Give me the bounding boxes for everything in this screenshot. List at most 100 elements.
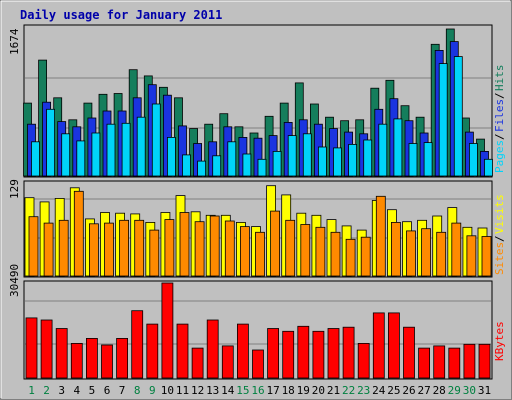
bar-sites-23	[360, 236, 371, 277]
x-tick-label-20: 20	[312, 384, 325, 397]
bar-sites-20	[315, 226, 326, 277]
bar-sites-10	[164, 219, 175, 277]
legend-files: Files	[493, 99, 506, 132]
bar-kbytes-21	[327, 328, 340, 379]
bar-kbytes-20	[312, 330, 325, 379]
chart-panels: 1674 129 30490	[8, 24, 493, 380]
bar-kbytes-26	[403, 326, 415, 379]
bar-sites-31	[481, 236, 492, 277]
x-tick-label-10: 10	[161, 384, 174, 397]
bar-sites-9	[149, 229, 160, 277]
bar-pages-30	[468, 143, 478, 177]
bar-kbytes-28	[433, 345, 446, 379]
x-tick-label-7: 7	[119, 384, 126, 397]
bar-pages-15	[242, 153, 252, 177]
x-tick-label-8: 8	[134, 384, 141, 397]
bar-kbytes-1	[25, 317, 38, 379]
bar-pages-18	[287, 135, 297, 177]
bar-pages-1	[31, 141, 40, 177]
bar-pages-27	[423, 142, 433, 177]
bar-sites-27	[421, 228, 432, 277]
bar-kbytes-22	[342, 326, 355, 379]
bar-kbytes-18	[282, 330, 295, 379]
x-tick-label-12: 12	[191, 384, 204, 397]
bar-kbytes-29	[448, 347, 461, 379]
panel-kb: 30490	[8, 264, 493, 380]
x-tick-label-31: 31	[478, 384, 491, 397]
legend-separator: /	[493, 133, 506, 140]
x-tick-label-1: 1	[28, 384, 35, 397]
legend-visits: Visits	[493, 194, 506, 234]
bar-kbytes-12	[191, 347, 204, 379]
bar-pages-8	[136, 116, 146, 177]
bar-kbytes-10	[161, 282, 174, 379]
bar-pages-3	[61, 133, 71, 177]
bar-sites-7	[119, 219, 129, 277]
panel-sv: 129	[8, 179, 493, 278]
bar-sites-18	[285, 219, 296, 277]
bar-pages-24	[378, 123, 388, 177]
x-tick-label-13: 13	[206, 384, 219, 397]
bar-kbytes-31	[478, 343, 491, 379]
bar-pages-2	[46, 108, 55, 177]
bar-sites-6	[104, 222, 114, 277]
bar-kbytes-9	[146, 323, 159, 379]
x-tick-label-23: 23	[357, 384, 370, 397]
bar-kbytes-16	[252, 349, 264, 379]
bar-pages-17	[272, 150, 282, 177]
x-tick-label-24: 24	[372, 384, 386, 397]
bar-kbytes-30	[463, 343, 476, 379]
bar-sites-30	[466, 235, 477, 277]
bar-kbytes-25	[387, 312, 400, 379]
x-tick-label-30: 30	[463, 384, 476, 397]
bar-sites-22	[345, 238, 356, 277]
bar-sites-17	[270, 210, 281, 277]
bar-sites-21	[330, 231, 341, 277]
bar-pages-19	[302, 133, 312, 177]
bar-sites-29	[451, 222, 462, 277]
bar-pages-16	[257, 158, 267, 177]
panel-pfh-max-tick: 1674	[8, 28, 21, 55]
bar-kbytes-15	[236, 323, 249, 379]
x-tick-label-18: 18	[282, 384, 295, 397]
bar-kbytes-27	[418, 347, 431, 379]
bar-pages-25	[393, 118, 403, 177]
x-tick-label-17: 17	[266, 384, 279, 397]
bar-pages-11	[182, 154, 191, 177]
bar-pages-22	[348, 143, 358, 177]
bar-pages-5	[91, 132, 101, 177]
bar-sites-24	[375, 195, 386, 277]
bar-kbytes-23	[357, 342, 370, 379]
legend-separator: /	[493, 235, 506, 242]
bar-pages-4	[76, 140, 86, 177]
bar-kbytes-2	[40, 319, 53, 379]
series-kbytes	[25, 282, 491, 379]
bar-kbytes-5	[86, 337, 98, 379]
bar-pages-29	[453, 56, 463, 177]
legend-pages: Pages	[493, 140, 506, 173]
series-pages	[31, 56, 493, 177]
bar-sites-4	[73, 190, 84, 277]
x-tick-label-25: 25	[387, 384, 400, 397]
legend-kbytes: KBytes	[493, 321, 506, 361]
x-tick-label-16: 16	[251, 384, 264, 397]
x-tick-label-28: 28	[433, 384, 446, 397]
bar-sites-3	[58, 219, 69, 277]
x-tick-label-3: 3	[58, 384, 65, 397]
x-tick-label-5: 5	[89, 384, 96, 397]
bar-sites-1	[28, 216, 39, 277]
bar-sites-5	[89, 223, 99, 277]
bar-pages-26	[408, 143, 418, 177]
bar-kbytes-24	[372, 312, 385, 379]
bar-sites-26	[406, 230, 416, 277]
x-tick-label-22: 22	[342, 384, 355, 397]
bar-pages-14	[227, 141, 237, 177]
bar-kbytes-3	[55, 328, 68, 379]
x-tick-label-2: 2	[43, 384, 50, 397]
bar-sites-16	[255, 231, 265, 277]
bar-kbytes-8	[131, 310, 144, 379]
bar-sites-2	[43, 222, 54, 277]
bar-sites-19	[300, 224, 311, 277]
legend-sites: Sites	[493, 242, 506, 275]
x-tick-label-15: 15	[236, 384, 249, 397]
